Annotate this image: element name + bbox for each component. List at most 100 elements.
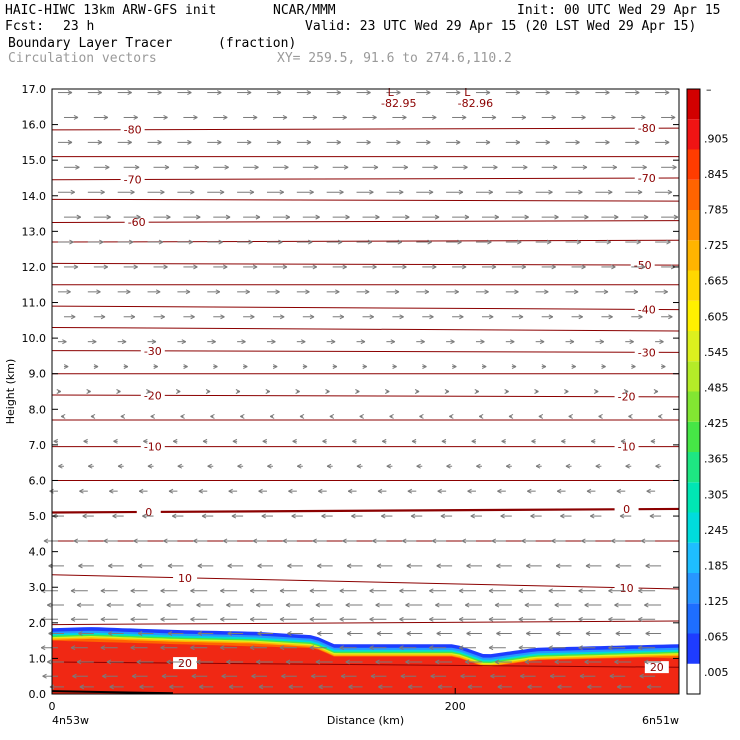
circulation-vector [400, 673, 417, 679]
circulation-vector [322, 438, 327, 444]
circulation-vector [137, 563, 154, 569]
contour-label-bg [614, 503, 639, 516]
circulation-vector [362, 264, 377, 270]
y-tick-label: 0.0 [29, 688, 47, 701]
circulation-vector [237, 289, 250, 295]
circulation-vector [147, 463, 154, 469]
circulation-vector [226, 602, 244, 608]
y-tick-label: 3.0 [29, 581, 47, 594]
circulation-vector [481, 264, 497, 270]
circulation-vector [384, 389, 390, 394]
circulation-vector [460, 673, 476, 679]
circulation-vector [261, 513, 273, 519]
circulation-vector [130, 616, 148, 622]
circulation-vector [644, 659, 662, 665]
circulation-vector [297, 463, 303, 469]
circulation-vector [392, 164, 409, 170]
circulation-vector [243, 115, 258, 120]
circulation-vector [356, 189, 374, 195]
circulation-vector [138, 488, 148, 494]
field-name: Boundary Layer Tracer [8, 36, 173, 51]
colorbar-cell [687, 573, 700, 604]
circulation-vector [571, 314, 583, 320]
contour-label: -20 [618, 391, 636, 404]
circulation-vector [527, 488, 536, 494]
circulation-vector [207, 289, 221, 295]
circulation-vector [497, 684, 512, 690]
circulation-vector [568, 413, 573, 419]
circulation-vector [392, 264, 407, 270]
circulation-vector [614, 659, 632, 665]
circulation-vector [146, 389, 151, 394]
circulation-vector [435, 602, 453, 608]
circulation-vector [488, 645, 506, 651]
tracer-core [52, 640, 679, 694]
circulation-vector [524, 602, 542, 608]
circulation-vector [123, 164, 140, 170]
circulation-vector [220, 588, 238, 594]
circulation-vector [628, 413, 633, 419]
circulation-vector [549, 673, 566, 679]
circulation-vector [541, 214, 559, 220]
circulation-vector [405, 659, 423, 665]
circulation-vector [631, 314, 643, 320]
circulation-vector [76, 659, 94, 665]
circulation-vector [422, 115, 437, 120]
circulation-vector [446, 90, 461, 96]
circulation-vector [160, 588, 178, 594]
circulation-vector [661, 314, 673, 320]
colorbar-cell [687, 361, 700, 392]
temperature-min-annotation: L [464, 86, 471, 99]
circulation-vector [348, 684, 363, 690]
circulation-vector [232, 438, 238, 444]
circulation-vector [133, 538, 148, 544]
circulation-vector [210, 413, 215, 419]
circulation-vector [362, 164, 379, 170]
circulation-vector [376, 563, 393, 569]
y-tick-label: 14.0 [22, 190, 47, 203]
circulation-vector [646, 684, 662, 690]
circulation-vector [467, 488, 476, 494]
circulation-vector [321, 513, 333, 519]
circulation-vector [554, 659, 572, 665]
contour-label: -10 [618, 441, 636, 454]
circulation-vector [252, 538, 267, 544]
circulation-vector [272, 164, 289, 170]
circulation-vector [166, 602, 184, 608]
circulation-vector [452, 264, 467, 270]
colorbar-frame [686, 88, 701, 695]
circulation-vector [137, 631, 154, 636]
circulation-vector [416, 339, 425, 345]
circulation-vector [207, 239, 223, 245]
circulation-vector [53, 438, 58, 444]
colorbar-cell [687, 663, 700, 694]
circulation-vector [339, 588, 357, 594]
circulation-vector [309, 616, 327, 622]
circulation-vector [302, 115, 318, 120]
circulation-vector [646, 488, 656, 494]
circulation-vector [117, 289, 131, 295]
circulation-vector [380, 513, 393, 519]
circulation-vector [586, 488, 596, 494]
circulation-vector [147, 139, 162, 145]
circulation-vector [109, 684, 124, 690]
colorbar-cell [687, 512, 700, 543]
circulation-vector [63, 264, 79, 270]
circulation-vector [309, 588, 327, 594]
circulation-vector [593, 389, 599, 394]
circulation-vector [255, 602, 273, 608]
circulation-vector [272, 115, 288, 120]
contour-label: -80 [638, 122, 656, 135]
colorbar-label: .845 [704, 168, 729, 181]
contour-label: -30 [638, 346, 656, 359]
colorbar-cell [687, 452, 700, 483]
circulation-vector [386, 289, 400, 295]
colorbar-cell [687, 391, 700, 422]
circulation-vector [167, 563, 184, 569]
circulation-vector [557, 684, 572, 690]
circulation-vector [339, 645, 357, 651]
circulation-vector [177, 239, 194, 245]
circulation-vector [595, 289, 609, 295]
circulation-vector [302, 314, 315, 320]
y-tick-label: 13.0 [22, 225, 47, 238]
